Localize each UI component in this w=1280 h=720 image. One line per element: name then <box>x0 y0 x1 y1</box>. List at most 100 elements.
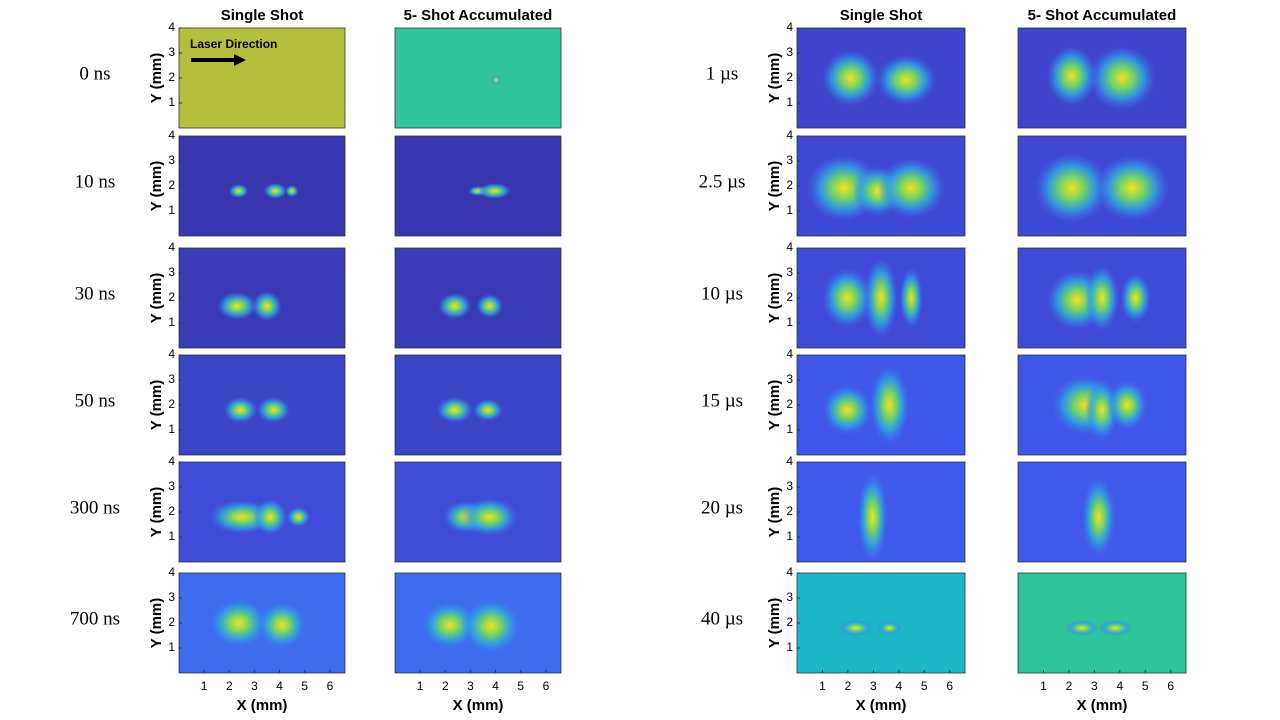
plasma-blob <box>476 294 503 318</box>
plasma-blob <box>822 50 880 106</box>
plasma-blob <box>436 397 474 423</box>
y-tick-label: 3 <box>168 265 175 279</box>
row-label: 1 µs <box>706 63 739 84</box>
plasma-blob <box>473 399 503 421</box>
y-axis-label: Y (mm) <box>766 161 783 212</box>
column-title: Single Shot <box>840 7 923 24</box>
y-axis-label: Y (mm) <box>148 380 165 431</box>
y-tick-label: 3 <box>168 372 175 386</box>
row-label: 0 ns <box>79 63 110 84</box>
y-tick-label: 3 <box>786 479 793 493</box>
x-tick-label: 3 <box>467 679 474 693</box>
column-title: Single Shot <box>221 7 304 24</box>
row-label: 40 µs <box>701 608 743 629</box>
y-axis-label: Y (mm) <box>766 598 783 649</box>
plasma-blob <box>1046 46 1097 106</box>
image-panel <box>178 27 346 129</box>
plasma-blob <box>1088 46 1156 110</box>
y-tick-label: 3 <box>786 153 793 167</box>
y-axis-label: Y (mm) <box>766 273 783 324</box>
y-axis-label: Y (mm) <box>148 161 165 212</box>
y-tick-label: 1 <box>786 203 793 217</box>
y-axis-label: Y (mm) <box>148 53 165 104</box>
plasma-blob <box>252 291 282 321</box>
plasma-blob <box>857 472 888 562</box>
y-tick-label: 3 <box>168 153 175 167</box>
image-panel <box>394 27 562 129</box>
y-tick-label: 1 <box>168 529 175 543</box>
y-axis-label: Y (mm) <box>766 487 783 538</box>
x-tick-label: 5 <box>921 679 928 693</box>
y-tick-label: 2 <box>168 290 175 304</box>
x-tick-label: 2 <box>845 679 852 693</box>
plasma-blob <box>257 601 307 649</box>
y-tick-label: 1 <box>786 640 793 654</box>
y-tick-label: 4 <box>786 347 793 361</box>
y-tick-label: 3 <box>786 45 793 59</box>
y-tick-label: 2 <box>168 178 175 192</box>
plasma-blob <box>223 397 258 423</box>
plasma-blob <box>822 385 873 435</box>
y-tick-label: 2 <box>168 397 175 411</box>
laser-arrow-head <box>234 54 246 66</box>
y-tick-label: 1 <box>168 422 175 436</box>
y-tick-label: 1 <box>168 640 175 654</box>
y-tick-label: 2 <box>168 615 175 629</box>
y-tick-label: 1 <box>168 203 175 217</box>
plasma-blob <box>864 258 898 338</box>
x-tick-label: 5 <box>301 679 308 693</box>
plasma-blob <box>228 184 249 198</box>
image-panel <box>394 247 562 349</box>
y-tick-label: 1 <box>168 95 175 109</box>
image-panel <box>796 572 966 674</box>
x-axis-label: X (mm) <box>1077 697 1128 714</box>
row-label: 10 ns <box>75 171 116 192</box>
y-axis-label: Y (mm) <box>148 273 165 324</box>
y-tick-label: 2 <box>786 290 793 304</box>
y-tick-label: 2 <box>786 615 793 629</box>
plasma-blob <box>1065 620 1099 636</box>
y-tick-label: 4 <box>168 347 175 361</box>
row-label: 30 ns <box>75 283 116 304</box>
x-tick-label: 3 <box>870 679 877 693</box>
y-tick-label: 3 <box>786 590 793 604</box>
row-label: 300 ns <box>70 497 120 518</box>
y-tick-label: 2 <box>786 178 793 192</box>
y-tick-label: 3 <box>168 590 175 604</box>
plasma-blob <box>1085 265 1119 331</box>
plasma-blob <box>461 498 518 536</box>
y-tick-label: 4 <box>786 240 793 254</box>
x-tick-label: 6 <box>327 679 334 693</box>
y-tick-label: 4 <box>168 20 175 34</box>
plasma-blob <box>869 365 910 445</box>
y-tick-label: 3 <box>786 265 793 279</box>
annotation: Laser Direction <box>190 37 277 51</box>
y-axis-label: Y (mm) <box>148 598 165 649</box>
plasma-blob <box>1034 153 1109 223</box>
plasma-blob <box>1081 477 1116 557</box>
plasma-blob <box>877 621 902 635</box>
y-axis-label: Y (mm) <box>766 53 783 104</box>
y-tick-label: 2 <box>786 504 793 518</box>
plasma-blob <box>208 598 269 648</box>
y-tick-label: 3 <box>786 372 793 386</box>
y-tick-label: 1 <box>168 315 175 329</box>
y-tick-label: 2 <box>786 70 793 84</box>
plasma-blob <box>822 268 873 328</box>
y-tick-label: 4 <box>786 454 793 468</box>
plasma-blob <box>1095 155 1170 221</box>
x-tick-label: 6 <box>1167 679 1174 693</box>
plasma-blob <box>491 75 502 85</box>
y-tick-label: 1 <box>786 315 793 329</box>
y-tick-label: 2 <box>786 397 793 411</box>
x-tick-label: 4 <box>1116 679 1123 693</box>
row-label: 15 µs <box>701 390 743 411</box>
x-tick-label: 1 <box>819 679 826 693</box>
x-tick-label: 1 <box>201 679 208 693</box>
x-tick-label: 3 <box>251 679 258 693</box>
y-tick-label: 1 <box>786 529 793 543</box>
plasma-blob <box>1120 273 1151 323</box>
x-tick-label: 1 <box>417 679 424 693</box>
plasma-blob <box>899 268 923 328</box>
column-title: 5- Shot Accumulated <box>404 7 553 24</box>
